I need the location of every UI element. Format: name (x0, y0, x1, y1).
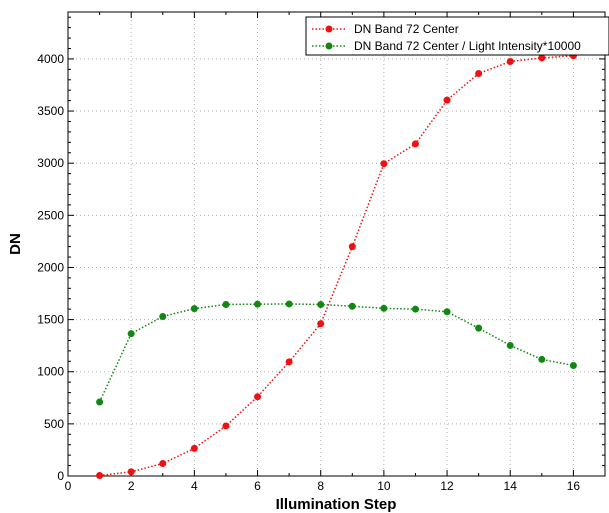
x-tick-label: 2 (128, 479, 135, 493)
legend-label-dn-band-72-center: DN Band 72 Center (354, 22, 459, 36)
data-point (96, 398, 104, 406)
y-tick-label: 2000 (37, 260, 64, 274)
axis-ticks: 0 2 4 6 8 10 12 14 16 0 500 1000 1500 2000 2500 3000 350… (37, 12, 606, 493)
y-tick-label: 2500 (37, 208, 64, 222)
series-line (99, 55, 574, 477)
data-point (190, 444, 198, 452)
grid-lines (67, 12, 605, 477)
data-point (285, 300, 293, 308)
data-point (538, 355, 546, 363)
x-axis-title: Illumination Step (276, 496, 397, 513)
data-point (317, 300, 325, 308)
data-point (411, 140, 419, 148)
legend-marker-red (325, 25, 333, 33)
data-point (380, 160, 388, 168)
series-line (98, 303, 574, 403)
x-tick-label: 6 (254, 479, 261, 493)
series-layer (96, 52, 577, 479)
y-tick-label: 3500 (37, 104, 64, 118)
data-point (538, 54, 546, 62)
y-tick-label: 1500 (37, 313, 64, 327)
data-point (127, 330, 135, 338)
legend-marker-green (325, 42, 333, 50)
data-point (348, 243, 356, 251)
data-point (222, 300, 230, 308)
legend: DN Band 72 Center DN Band 72 Center / Li… (305, 16, 609, 56)
plot-frame (67, 11, 606, 477)
x-tick-label: 14 (504, 479, 518, 493)
y-axis-title: DN (7, 233, 24, 255)
data-point (190, 305, 198, 313)
y-tick-label: 3000 (37, 156, 64, 170)
y-tick-label: 4000 (37, 52, 64, 66)
data-point (506, 341, 514, 349)
data-point (411, 305, 419, 313)
y-tick-label: 500 (44, 417, 64, 431)
data-point (127, 468, 135, 476)
data-point (569, 361, 577, 369)
data-point (159, 459, 167, 467)
data-point (254, 393, 262, 401)
data-point (475, 70, 483, 78)
x-tick-label: 12 (440, 479, 454, 493)
data-point (443, 308, 451, 316)
y-tick-label: 1000 (37, 365, 64, 379)
x-tick-label: 16 (567, 479, 581, 493)
data-point (159, 312, 167, 320)
data-point (475, 324, 483, 332)
x-tick-label: 0 (65, 479, 72, 493)
data-point (506, 58, 514, 66)
x-tick-label: 10 (377, 479, 391, 493)
x-tick-label: 8 (317, 479, 324, 493)
data-point (443, 96, 451, 104)
y-tick-label: 0 (57, 469, 64, 483)
legend-label-dn-band-72-center-normalized: DN Band 72 Center / Light Intensity*1000… (354, 39, 581, 53)
data-point (222, 422, 230, 430)
data-point (285, 358, 293, 366)
data-point (254, 300, 262, 308)
x-tick-label: 4 (191, 479, 198, 493)
data-point (348, 302, 356, 310)
data-point (96, 471, 104, 479)
data-point (380, 304, 388, 312)
series-dn-band-72-center (96, 52, 577, 479)
legend-box (305, 16, 609, 56)
data-point (317, 320, 325, 328)
series-dn-band-72-center-normalized (96, 300, 577, 406)
